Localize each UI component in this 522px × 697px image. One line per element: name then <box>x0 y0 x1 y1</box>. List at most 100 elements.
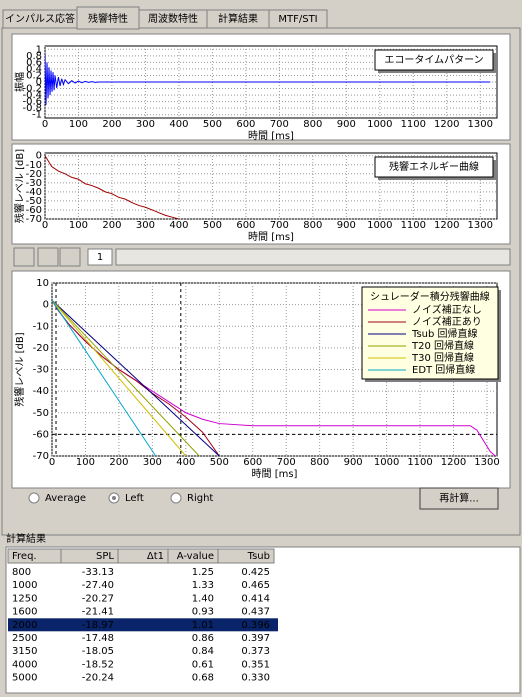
x-tick-label: 500 <box>203 220 222 231</box>
series-line <box>45 52 491 105</box>
y-tick-label: -60 <box>26 205 42 216</box>
cell[interactable]: 0.373 <box>241 646 270 657</box>
page-number: 1 <box>97 252 103 263</box>
cell[interactable]: 0.93 <box>192 607 214 618</box>
y-tick-label: -0.2 <box>22 84 42 95</box>
cell[interactable]: 0.61 <box>192 659 214 670</box>
cell[interactable]: 0.414 <box>241 593 270 604</box>
x-tick-label: 200 <box>109 457 128 468</box>
cell[interactable]: 2000 <box>12 620 37 631</box>
x-tick-label: 300 <box>136 220 155 231</box>
toolbar-button[interactable] <box>13 247 35 267</box>
radio-label[interactable]: Average <box>45 493 86 504</box>
y-tick-label: -60 <box>33 429 49 440</box>
x-tick-label: 900 <box>344 457 363 468</box>
cell[interactable]: -20.27 <box>82 593 114 604</box>
x-tick-label: 0 <box>42 119 48 130</box>
y-tick-label: -1 <box>32 110 42 121</box>
cell[interactable]: 0.465 <box>241 580 270 591</box>
cell[interactable]: 0.396 <box>241 620 270 631</box>
y-axis-label: 振幅 <box>13 72 26 92</box>
cell[interactable]: 0.330 <box>241 673 270 684</box>
cell[interactable]: 1.40 <box>192 593 214 604</box>
tab[interactable] <box>268 9 328 29</box>
cell[interactable]: -27.40 <box>82 580 114 591</box>
y-tick-label: 0 <box>36 151 42 162</box>
cell[interactable]: 1000 <box>12 580 37 591</box>
radio-label[interactable]: Right <box>187 493 213 504</box>
legend <box>374 49 494 71</box>
cell[interactable]: 0.351 <box>241 659 270 670</box>
tab-label[interactable]: インパルス応答 <box>5 12 75 25</box>
x-tick-label: 100 <box>69 220 88 231</box>
tab-label[interactable]: 残響特性 <box>88 12 128 25</box>
scrollbar[interactable] <box>115 248 511 266</box>
cell[interactable]: 1.25 <box>192 567 214 578</box>
cell[interactable]: -20.24 <box>82 673 114 684</box>
x-tick-label: 700 <box>277 457 296 468</box>
x-tick-label: 900 <box>337 220 356 231</box>
cell[interactable]: 3150 <box>12 646 37 657</box>
legend-label: T20 回帰直線 <box>411 339 474 352</box>
x-tick-label: 200 <box>102 220 121 231</box>
tab-label[interactable]: 周波数特性 <box>148 12 198 25</box>
column-header[interactable] <box>217 548 275 564</box>
x-tick-label: 800 <box>310 457 329 468</box>
column-header-label[interactable]: Freq. <box>12 551 37 562</box>
x-tick-label: 800 <box>303 119 322 130</box>
legend-label: ノイズ補正なし <box>412 303 482 316</box>
x-tick-label: 500 <box>203 119 222 130</box>
button[interactable] <box>419 487 499 510</box>
button-label[interactable]: 再計算... <box>439 492 479 505</box>
cell[interactable]: 0.437 <box>241 607 270 618</box>
radio[interactable] <box>170 492 182 504</box>
legend <box>361 286 499 380</box>
cell[interactable]: 2500 <box>12 633 37 644</box>
column-header-label[interactable]: Tsub <box>247 551 270 562</box>
tab-label[interactable]: 計算結果 <box>218 12 258 25</box>
x-tick-label: 700 <box>270 220 289 231</box>
column-header-label[interactable]: A-value <box>177 551 214 562</box>
series-line <box>52 300 220 456</box>
page-field[interactable] <box>87 248 113 266</box>
y-tick-label: -0.8 <box>22 103 42 114</box>
tab-label[interactable]: MTF/STI <box>278 14 317 25</box>
x-tick-label: 1300 <box>468 119 493 130</box>
y-tick-label: -30 <box>26 178 42 189</box>
cell[interactable]: 800 <box>12 567 31 578</box>
cell[interactable]: 0.397 <box>241 633 270 644</box>
cell[interactable]: -18.52 <box>82 659 114 670</box>
cell[interactable]: 0.68 <box>192 673 214 684</box>
cell[interactable]: -33.13 <box>82 567 114 578</box>
toolbar-button[interactable] <box>37 247 59 267</box>
toolbar-button[interactable] <box>59 247 81 267</box>
x-tick-label: 900 <box>337 119 356 130</box>
cell[interactable]: -21.41 <box>82 607 114 618</box>
cell[interactable]: 1250 <box>12 593 37 604</box>
cell[interactable]: -17.48 <box>82 633 114 644</box>
cell[interactable]: 1.01 <box>192 620 214 631</box>
cell[interactable]: 4000 <box>12 659 37 670</box>
y-tick-label: 0.6 <box>26 57 42 68</box>
cell[interactable]: 1.33 <box>192 580 214 591</box>
legend-label: EDT 回帰直線 <box>412 363 475 376</box>
y-tick-label: -70 <box>33 451 49 462</box>
x-tick-label: 700 <box>270 119 289 130</box>
cell[interactable]: -18.97 <box>82 620 114 631</box>
cell[interactable]: 0.86 <box>192 633 214 644</box>
column-header-label[interactable]: SPL <box>96 551 114 562</box>
cell[interactable]: 0.425 <box>241 567 270 578</box>
legend <box>374 156 494 178</box>
x-tick-label: 1000 <box>374 457 399 468</box>
y-axis-label: 残響レベル [dB] <box>13 149 26 223</box>
radio-label[interactable]: Left <box>125 493 144 504</box>
cell[interactable]: -18.05 <box>82 646 114 657</box>
y-tick-label: 0 <box>43 300 49 311</box>
radio[interactable] <box>28 492 40 504</box>
cell[interactable]: 0.84 <box>192 646 214 657</box>
cell[interactable]: 1600 <box>12 607 37 618</box>
column-header-label[interactable]: Δt1 <box>147 551 164 562</box>
y-tick-label: -30 <box>33 365 49 376</box>
cell[interactable]: 5000 <box>12 673 37 684</box>
